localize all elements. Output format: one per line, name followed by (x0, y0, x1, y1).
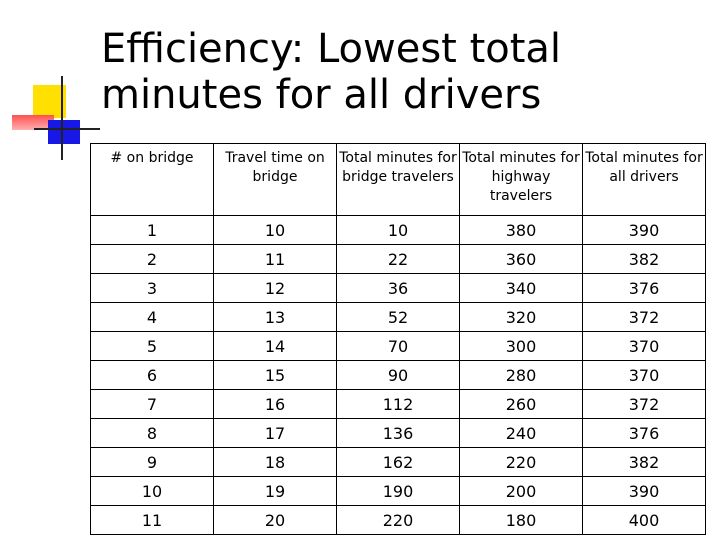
table-row: 8 17 136 240 376 (90, 418, 706, 448)
table-cell: 380 (459, 215, 583, 245)
table-cell: 15 (213, 360, 337, 390)
table-cell: 400 (582, 505, 706, 535)
decor-red-bar (12, 115, 54, 130)
table-cell: 370 (582, 331, 706, 361)
decor-yellow-square (33, 85, 66, 118)
table-cell: 12 (213, 273, 337, 303)
table-row: 11 20 220 180 400 (90, 505, 706, 535)
table-cell: 180 (459, 505, 583, 535)
table-cell: 382 (582, 244, 706, 274)
data-table: # on bridge Travel time on bridge Total … (90, 143, 706, 535)
table-cell: 300 (459, 331, 583, 361)
table-cell: 13 (213, 302, 337, 332)
table-cell: 382 (582, 447, 706, 477)
slide-title: Efficiency: Lowest total minutes for all… (101, 26, 701, 118)
table-cell: 10 (336, 215, 460, 245)
header-bridge-total: Total minutes for bridge travelers (336, 143, 460, 216)
table-cell: 90 (336, 360, 460, 390)
table-row: 3 12 36 340 376 (90, 273, 706, 303)
table-row: 5 14 70 300 370 (90, 331, 706, 361)
table-cell: 112 (336, 389, 460, 419)
table-cell: 3 (90, 273, 214, 303)
table-row: 2 11 22 360 382 (90, 244, 706, 274)
data-table-container: # on bridge Travel time on bridge Total … (90, 143, 706, 535)
table-cell: 376 (582, 418, 706, 448)
table-cell: 10 (213, 215, 337, 245)
table-cell: 36 (336, 273, 460, 303)
table-row: 4 13 52 320 372 (90, 302, 706, 332)
table-cell: 14 (213, 331, 337, 361)
table-cell: 360 (459, 244, 583, 274)
table-row: 1 10 10 380 390 (90, 215, 706, 245)
decor-blue-square (48, 120, 80, 144)
table-cell: 240 (459, 418, 583, 448)
table-cell: 260 (459, 389, 583, 419)
table-cell: 162 (336, 447, 460, 477)
table-cell: 10 (90, 476, 214, 506)
table-cell: 7 (90, 389, 214, 419)
table-cell: 280 (459, 360, 583, 390)
table-cell: 9 (90, 447, 214, 477)
table-cell: 22 (336, 244, 460, 274)
table-cell: 370 (582, 360, 706, 390)
table-cell: 70 (336, 331, 460, 361)
table-cell: 2 (90, 244, 214, 274)
title-line-2: minutes for all drivers (101, 72, 542, 118)
table-cell: 220 (459, 447, 583, 477)
header-all-total: Total minutes for all drivers (582, 143, 706, 216)
table-cell: 5 (90, 331, 214, 361)
decor-horizontal-line (34, 128, 100, 130)
header-travel-time: Travel time on bridge (213, 143, 337, 216)
table-cell: 220 (336, 505, 460, 535)
table-cell: 320 (459, 302, 583, 332)
table-cell: 372 (582, 389, 706, 419)
table-cell: 20 (213, 505, 337, 535)
table-cell: 4 (90, 302, 214, 332)
table-row: 7 16 112 260 372 (90, 389, 706, 419)
table-cell: 52 (336, 302, 460, 332)
table-header-row: # on bridge Travel time on bridge Total … (90, 143, 706, 216)
table-cell: 136 (336, 418, 460, 448)
table-row: 9 18 162 220 382 (90, 447, 706, 477)
table-cell: 18 (213, 447, 337, 477)
table-cell: 6 (90, 360, 214, 390)
table-cell: 390 (582, 476, 706, 506)
title-line-1: Efficiency: Lowest total (101, 26, 562, 72)
table-cell: 11 (213, 244, 337, 274)
table-cell: 1 (90, 215, 214, 245)
table-row: 6 15 90 280 370 (90, 360, 706, 390)
table-body: 1 10 10 380 390 2 11 22 360 382 3 12 36 340 376 4 13 52 32… (90, 215, 706, 535)
table-cell: 11 (90, 505, 214, 535)
table-cell: 200 (459, 476, 583, 506)
table-row: 10 19 190 200 390 (90, 476, 706, 506)
header-num-on-bridge: # on bridge (90, 143, 214, 216)
table-cell: 390 (582, 215, 706, 245)
table-cell: 17 (213, 418, 337, 448)
table-cell: 19 (213, 476, 337, 506)
table-cell: 190 (336, 476, 460, 506)
table-cell: 376 (582, 273, 706, 303)
header-highway-total: Total minutes for highway travelers (459, 143, 583, 216)
table-cell: 8 (90, 418, 214, 448)
table-cell: 372 (582, 302, 706, 332)
table-cell: 340 (459, 273, 583, 303)
decor-vertical-line (61, 76, 63, 160)
table-cell: 16 (213, 389, 337, 419)
